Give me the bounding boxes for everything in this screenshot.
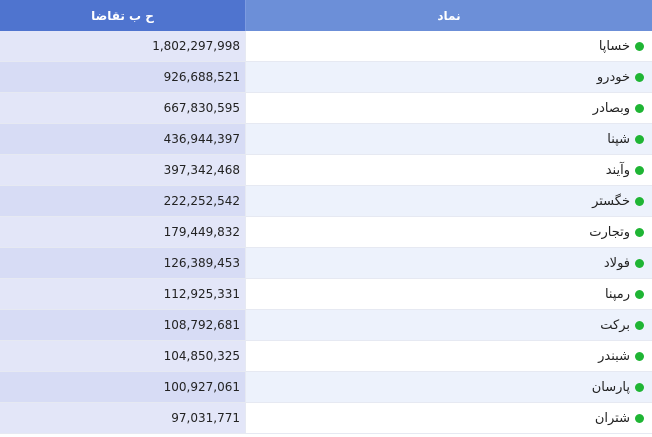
demand-volume-cell: 108,792,681 xyxy=(0,310,246,340)
demand-volume-cell: 179,449,832 xyxy=(0,217,246,247)
symbol-label: وتجارت xyxy=(589,224,630,240)
table-row[interactable]: برکت 108,792,681 xyxy=(0,310,652,341)
status-dot-icon xyxy=(635,289,644,299)
table-row[interactable]: وبصادر 667,830,595 xyxy=(0,93,652,124)
demand-volume-cell: 397,342,468 xyxy=(0,155,246,185)
table-row[interactable]: پارسان 100,927,061 xyxy=(0,372,652,403)
symbol-cell[interactable]: وبصادر xyxy=(246,93,652,123)
demand-volume-cell: 100,927,061 xyxy=(0,372,246,402)
status-dot-icon xyxy=(635,227,644,237)
symbol-label: شبندر xyxy=(598,348,630,364)
table-row[interactable]: فولاد 126,389,453 xyxy=(0,248,652,279)
symbol-cell[interactable]: شبندر xyxy=(246,341,652,371)
status-dot-icon xyxy=(635,351,644,361)
status-dot-icon xyxy=(635,72,644,82)
symbol-cell[interactable]: شپنا xyxy=(246,124,652,154)
symbol-cell[interactable]: رمپنا xyxy=(246,279,652,309)
table-row[interactable]: شپنا 436,944,397 xyxy=(0,124,652,155)
demand-volume-cell: 436,944,397 xyxy=(0,124,246,154)
demand-volume-cell: 667,830,595 xyxy=(0,93,246,123)
symbol-label: رمپنا xyxy=(604,286,630,302)
demand-volume-cell: 104,850,325 xyxy=(0,341,246,371)
demand-volume-cell: 126,389,453 xyxy=(0,248,246,278)
column-header-symbol[interactable]: نماد xyxy=(246,0,652,31)
status-dot-icon xyxy=(635,382,644,392)
symbol-label: وآیند xyxy=(605,162,630,178)
symbol-label: خساپا xyxy=(598,38,630,54)
symbol-cell[interactable]: پارسان xyxy=(246,372,652,402)
status-dot-icon xyxy=(635,258,644,268)
symbol-cell[interactable]: برکت xyxy=(246,310,652,340)
status-dot-icon xyxy=(635,134,644,144)
status-dot-icon xyxy=(635,413,644,423)
demand-volume-cell: 112,925,331 xyxy=(0,279,246,309)
demand-volume-cell: 926,688,521 xyxy=(0,62,246,92)
symbol-label: خودرو xyxy=(596,69,630,85)
symbol-cell[interactable]: شتران xyxy=(246,403,652,433)
symbol-label: پارسان xyxy=(591,379,630,395)
demand-volume-cell: 1,802,297,998 xyxy=(0,31,246,61)
column-header-demand-volume[interactable]: ح ب تقاضا xyxy=(0,0,246,31)
symbol-label: وبصادر xyxy=(592,100,630,116)
symbol-cell[interactable]: وتجارت xyxy=(246,217,652,247)
symbol-label: برکت xyxy=(600,317,630,333)
table-row[interactable]: شبندر 104,850,325 xyxy=(0,341,652,372)
table-body: خساپا 1,802,297,998 خودرو 926,688,521 وبصادر… xyxy=(0,31,652,434)
status-dot-icon xyxy=(635,196,644,206)
status-dot-icon xyxy=(635,41,644,51)
symbol-cell[interactable]: خگستر xyxy=(246,186,652,216)
demand-volume-cell: 97,031,771 xyxy=(0,403,246,433)
table-row[interactable]: خساپا 1,802,297,998 xyxy=(0,31,652,62)
symbol-cell[interactable]: خودرو xyxy=(246,62,652,92)
status-dot-icon xyxy=(635,165,644,175)
table-row[interactable]: رمپنا 112,925,331 xyxy=(0,279,652,310)
table-row[interactable]: خودرو 926,688,521 xyxy=(0,62,652,93)
table-row[interactable]: وآیند 397,342,468 xyxy=(0,155,652,186)
demand-volume-cell: 222,252,542 xyxy=(0,186,246,216)
symbol-label: فولاد xyxy=(603,255,630,271)
status-dot-icon xyxy=(635,320,644,330)
symbol-label: شپنا xyxy=(607,131,630,147)
status-dot-icon xyxy=(635,103,644,113)
table-row[interactable]: وتجارت 179,449,832 xyxy=(0,217,652,248)
symbol-label: خگستر xyxy=(592,193,630,209)
table-row[interactable]: خگستر 222,252,542 xyxy=(0,186,652,217)
symbol-cell[interactable]: وآیند xyxy=(246,155,652,185)
table-header: نماد ح ب تقاضا xyxy=(0,0,652,31)
symbol-cell[interactable]: خساپا xyxy=(246,31,652,61)
symbol-cell[interactable]: فولاد xyxy=(246,248,652,278)
table-row[interactable]: شتران 97,031,771 xyxy=(0,403,652,434)
symbol-label: شتران xyxy=(594,410,630,426)
